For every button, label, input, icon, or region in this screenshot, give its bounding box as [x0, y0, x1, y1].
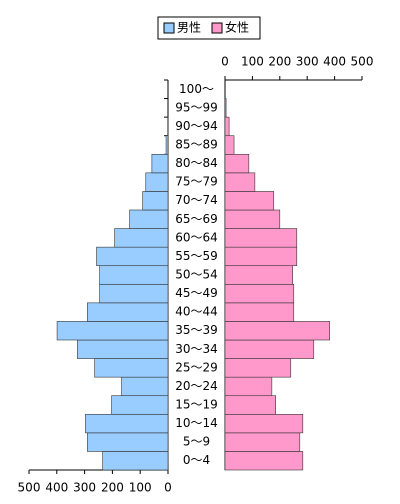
bar [87, 303, 168, 322]
bar [115, 229, 168, 248]
bar [143, 191, 168, 210]
x-tick-label: 0 [164, 481, 172, 495]
x-tick-label: 300 [73, 481, 96, 495]
bar [225, 340, 314, 359]
bar [225, 136, 234, 155]
bar [225, 266, 293, 285]
bar [225, 191, 274, 210]
x2-tick-label: 0 [221, 55, 229, 69]
legend-swatch [164, 23, 174, 33]
x2-tick-label: 100 [241, 55, 264, 69]
bar [112, 396, 168, 415]
bar [225, 303, 294, 322]
category-label: 40～44 [175, 305, 218, 319]
bar [225, 210, 280, 229]
category-label: 20～24 [175, 379, 218, 393]
category-label: 70～74 [175, 193, 218, 207]
bar [166, 136, 168, 155]
x-tick-label: 100 [129, 481, 152, 495]
category-label: 85～89 [175, 138, 218, 152]
bar [225, 414, 303, 433]
bar [57, 321, 168, 340]
bar [85, 414, 168, 433]
x-tick-label: 500 [18, 481, 41, 495]
bar [97, 247, 168, 266]
legend-label: 男性 [177, 21, 201, 35]
bar [225, 321, 330, 340]
bar [225, 396, 276, 415]
category-label: 15～19 [175, 398, 218, 412]
category-label: 35～39 [175, 323, 218, 337]
category-label: 80～84 [175, 156, 218, 170]
legend-swatch [212, 23, 222, 33]
bar [100, 284, 168, 303]
category-label: 75～79 [175, 175, 218, 189]
bar [152, 154, 168, 173]
bar [100, 266, 168, 285]
bar [130, 210, 168, 229]
bar [122, 377, 168, 396]
category-label: 45～49 [175, 286, 218, 300]
category-label: 55～59 [175, 249, 218, 263]
bar [225, 359, 291, 378]
bar [103, 451, 168, 470]
category-label: 5～9 [183, 435, 210, 449]
category-label: 65～69 [175, 212, 218, 226]
category-label: 30～34 [175, 342, 218, 356]
bar [95, 359, 168, 378]
category-label: 50～54 [175, 268, 218, 282]
x-tick-label: 200 [101, 481, 124, 495]
category-label: 90～94 [175, 119, 218, 133]
bar [225, 377, 272, 396]
bar [225, 154, 249, 173]
bar [225, 284, 294, 303]
category-label: 100～ [179, 82, 214, 96]
bar [225, 433, 300, 452]
bar [225, 117, 229, 136]
bar [146, 173, 168, 192]
bar [87, 433, 168, 452]
bar [225, 173, 255, 192]
legend-label: 女性 [225, 20, 249, 35]
x2-tick-label: 300 [296, 55, 319, 69]
bar [225, 451, 303, 470]
category-label: 0～4 [183, 453, 210, 467]
bar [225, 99, 226, 118]
x2-tick-label: 400 [323, 55, 346, 69]
bar [225, 229, 297, 248]
category-label: 10～14 [175, 416, 218, 430]
category-label: 25～29 [175, 360, 218, 374]
bar [225, 247, 297, 266]
category-label: 60～64 [175, 230, 218, 244]
bar [77, 340, 168, 359]
category-label: 95～99 [175, 100, 218, 114]
x2-tick-label: 200 [268, 55, 291, 69]
x-tick-label: 400 [45, 481, 68, 495]
x2-tick-label: 500 [351, 55, 374, 69]
